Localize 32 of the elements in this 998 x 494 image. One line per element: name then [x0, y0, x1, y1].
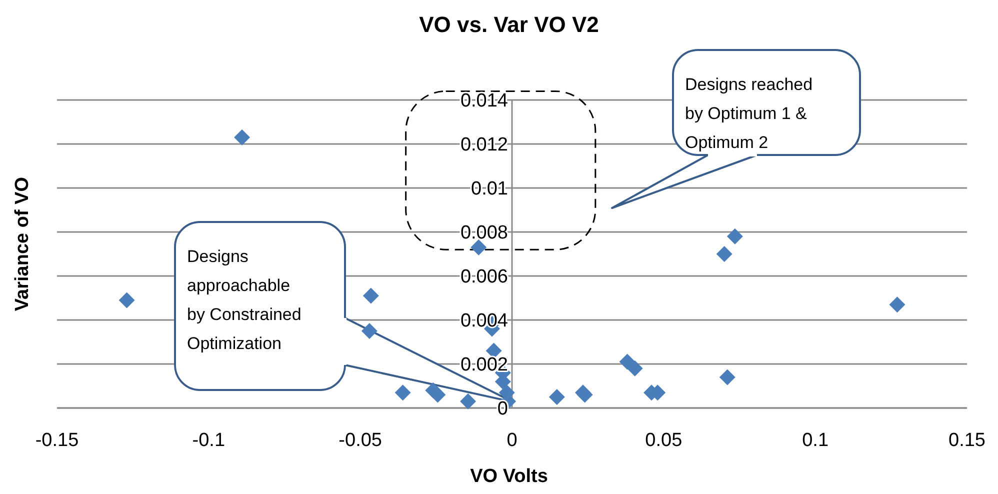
x-tick-label: 0.1 [802, 430, 829, 451]
y-tick-label: 0.012 [460, 134, 508, 156]
y-tick-label: 0 [497, 398, 508, 420]
point [362, 288, 379, 304]
point [889, 296, 906, 313]
x-axis-title: VO Volts [470, 466, 548, 487]
y-tick-label: 0.008 [460, 222, 508, 244]
point [716, 246, 732, 262]
y-axis-title: Variance of VO [12, 176, 33, 312]
y-tick-label: 0.002 [460, 354, 508, 376]
point [361, 323, 378, 339]
point [118, 292, 135, 308]
point [234, 129, 250, 146]
point [470, 239, 487, 256]
x-tick-label: 0.05 [645, 430, 682, 451]
x-tick-label: 0.15 [948, 430, 986, 451]
annotation: Designs reached by Optimum 1 & Optimum 2 [685, 75, 813, 152]
y-tick-label: 0.006 [460, 266, 508, 288]
chart-title: VO vs. Var VO V2 [419, 12, 599, 37]
point [460, 393, 476, 410]
annotation: Designs approachable by Constrained Optimization [187, 247, 302, 353]
x-tick-label: -0.1 [192, 430, 226, 451]
point [394, 384, 411, 401]
y-tick-label: 0.01 [471, 178, 508, 200]
point [430, 386, 446, 403]
point [626, 360, 643, 376]
y-tick-label: 0.014 [460, 90, 508, 112]
point [548, 389, 565, 405]
point [726, 228, 743, 244]
x-tick-label: -0.05 [338, 430, 382, 451]
point [719, 369, 736, 386]
x-tick-label: -0.15 [35, 430, 79, 451]
